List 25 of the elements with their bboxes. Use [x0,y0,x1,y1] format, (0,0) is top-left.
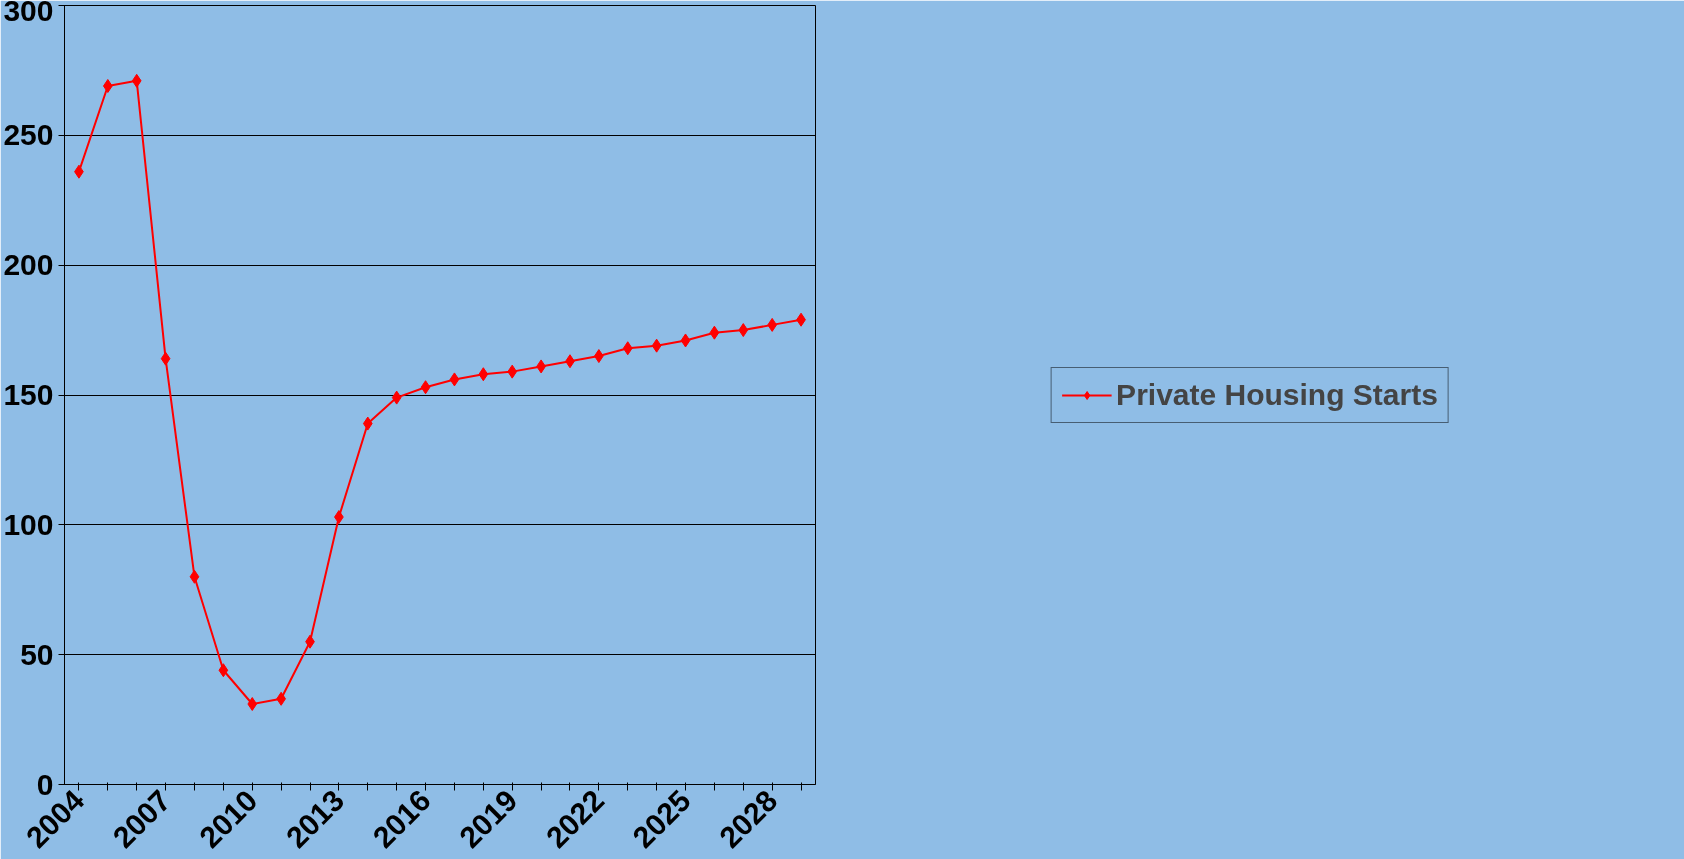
point [680,333,691,348]
point [247,697,258,711]
point [160,351,171,366]
point [102,79,113,93]
point [651,338,662,353]
point [622,341,633,356]
y-tick-label: 50 [20,637,54,671]
point [709,325,720,340]
point [449,372,460,387]
y-tick-label: 200 [3,248,54,282]
y-tick-label: 300 [3,0,54,27]
y-tick-label: 150 [3,378,54,411]
y-tick-label: 250 [3,118,54,152]
legend-label: Private Housing Starts [1116,377,1438,412]
point [420,380,431,395]
y-tick-label: 100 [3,507,54,541]
point [478,367,489,382]
point [767,317,778,332]
point [391,390,402,405]
point [362,416,373,431]
point [189,569,200,584]
point [507,364,518,379]
point [218,663,229,678]
point [738,323,749,338]
point [131,73,142,88]
